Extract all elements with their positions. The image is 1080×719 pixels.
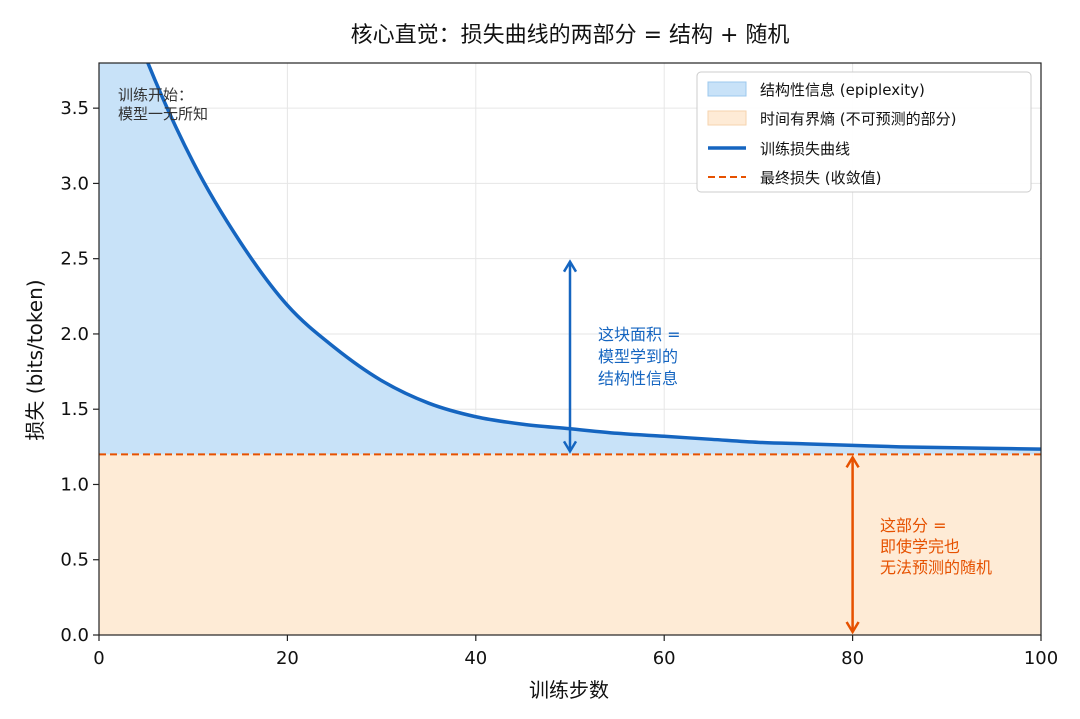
y-tick-label: 2.5	[60, 249, 89, 270]
axes	[93, 62, 1042, 641]
legend: 结构性信息 (epiplexity) 时间有界熵 (不可预测的部分) 训练损失曲线最…	[696, 71, 1032, 193]
annotation-arrows	[562, 259, 860, 635]
structure-annotation: 结构性信息	[598, 369, 678, 388]
x-tick-label: 0	[93, 648, 104, 669]
random-arrow-head-bottom	[845, 621, 860, 635]
y-tick-label: 1.0	[60, 474, 89, 495]
legend-label: 最终损失 (收敛值)	[760, 169, 881, 187]
random-arrow-head-top	[845, 454, 860, 469]
x-tick-label: 100	[1024, 648, 1058, 669]
line-group	[99, 63, 1041, 456]
structure-arrow	[562, 259, 578, 454]
y-tick-label: 1.5	[60, 399, 89, 420]
tick-labels: 0 20 40 60 80 100 0.0 0.5 1.0 1.5 2.0 2.5 3.0 3.5	[60, 98, 1058, 669]
plot-frame	[98, 62, 1042, 636]
fill-group	[99, 63, 1041, 635]
structure-fill-area	[99, 63, 1041, 455]
x-axis-label: 训练步数	[529, 678, 609, 702]
legend-swatch-structure	[707, 81, 747, 97]
structure-arrow-head-top	[562, 259, 578, 273]
y-tick-label: 0.0	[60, 625, 89, 646]
structure-annotation: 模型学到的	[598, 347, 678, 366]
random-annotation: 即使学完也	[880, 537, 960, 556]
legend-swatch-entropy	[707, 110, 747, 126]
x-tick-label: 60	[653, 648, 676, 669]
y-tick-label: 2.0	[60, 324, 89, 345]
x-tick-label: 40	[464, 648, 487, 669]
random-annotation: 无法预测的随机	[880, 558, 992, 577]
filled-regions	[99, 63, 1041, 635]
legend-label: 时间有界熵 (不可预测的部分)	[760, 110, 956, 128]
random-annotation: 这部分 =	[880, 516, 947, 535]
y-tick-label: 3.0	[60, 173, 89, 194]
structure-arrow-head-bottom	[562, 440, 578, 454]
random-arrow	[845, 454, 860, 635]
entropy-fill-area	[99, 454, 1041, 635]
start-annotation: 训练开始：	[118, 86, 193, 104]
legend-label: 训练损失曲线	[760, 140, 850, 158]
training-loss-curve	[146, 63, 1041, 451]
start-annotation: 模型一无所知	[118, 105, 208, 123]
series-lines	[99, 63, 1041, 456]
y-tick-label: 0.5	[60, 550, 89, 571]
y-axis-label: 损失 (bits/token)	[23, 279, 47, 440]
legend-label: 结构性信息 (epiplexity)	[760, 81, 925, 99]
legend-box	[696, 71, 1032, 193]
structure-annotation: 这块面积 =	[598, 325, 681, 344]
y-tick-label: 3.5	[60, 98, 89, 119]
x-tick-label: 20	[276, 648, 299, 669]
x-tick-label: 80	[841, 648, 864, 669]
chart-title: 核心直觉：损失曲线的两部分 = 结构 + 随机	[351, 23, 790, 48]
